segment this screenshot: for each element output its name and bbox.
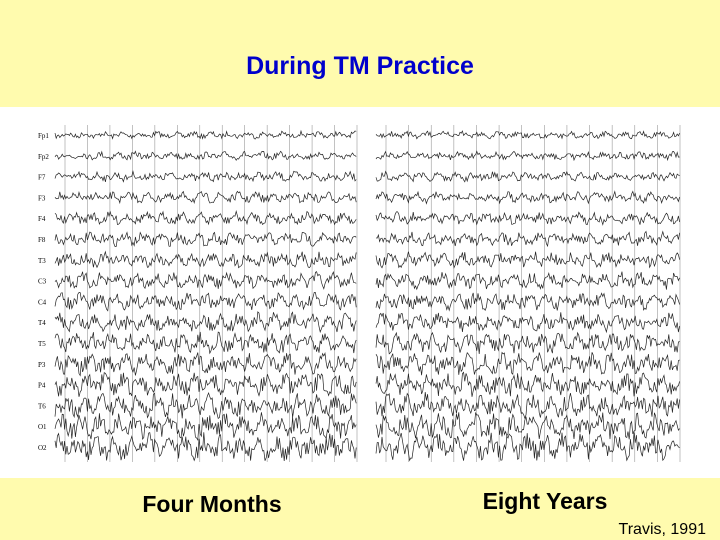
eeg-trace	[375, 411, 680, 440]
left-label: Four Months	[142, 491, 281, 517]
eeg-trace	[54, 292, 357, 312]
eeg-trace	[375, 351, 680, 376]
citation: Travis, 1991	[619, 521, 707, 538]
eeg-trace	[375, 312, 680, 334]
eeg-trace	[54, 432, 357, 462]
channel-label: T6	[38, 402, 46, 410]
channel-label: T5	[38, 340, 46, 348]
eeg-trace	[54, 311, 357, 334]
eeg-trace	[375, 190, 680, 205]
eeg-trace	[375, 170, 680, 183]
eeg-traces: Fp1 Fp2 F7 F3 F4 F8 T3 C3 C4 T4 T5 P3 P4 T6 O1 O2	[38, 125, 681, 462]
eeg-trace	[54, 412, 357, 441]
channel-label: T4	[38, 319, 46, 327]
channel-label: C3	[38, 278, 47, 286]
eeg-trace	[375, 331, 680, 355]
channel-label: C4	[38, 298, 47, 306]
eeg-trace	[375, 230, 680, 248]
eeg-trace	[54, 231, 357, 247]
channel-label: F4	[38, 215, 46, 223]
eeg-trace	[54, 150, 357, 161]
eeg-trace	[54, 129, 357, 140]
channel-label: P4	[38, 382, 46, 390]
channel-label: P3	[38, 361, 46, 369]
eeg-trace	[375, 271, 680, 291]
channel-label: F7	[38, 174, 46, 182]
eeg-trace	[54, 372, 357, 397]
eeg-trace	[375, 392, 680, 420]
eeg-trace	[54, 331, 357, 355]
channel-label: T3	[38, 257, 46, 265]
channel-label: F8	[38, 236, 46, 244]
eeg-trace	[54, 170, 357, 183]
eeg-trace	[375, 211, 680, 226]
eeg-trace	[375, 150, 680, 162]
eeg-trace	[54, 210, 357, 226]
eeg-trace	[54, 391, 357, 419]
eeg-trace	[54, 190, 357, 205]
eeg-trace	[54, 250, 357, 269]
eeg-image	[0, 107, 720, 478]
channel-label: Fp2	[38, 153, 49, 161]
eeg-trace	[375, 130, 680, 140]
eeg-trace	[375, 432, 680, 462]
eeg-trace	[54, 352, 357, 377]
eeg-trace	[375, 371, 680, 397]
eeg-trace	[375, 251, 680, 269]
channel-label: F3	[38, 194, 46, 202]
eeg-trace	[54, 271, 357, 290]
channel-label: O2	[38, 444, 47, 452]
title: During TM Practice	[246, 52, 474, 80]
channel-label: O1	[38, 423, 47, 431]
right-label: Eight Years	[483, 488, 608, 514]
eeg-trace	[375, 292, 680, 312]
channel-label: Fp1	[38, 132, 49, 140]
